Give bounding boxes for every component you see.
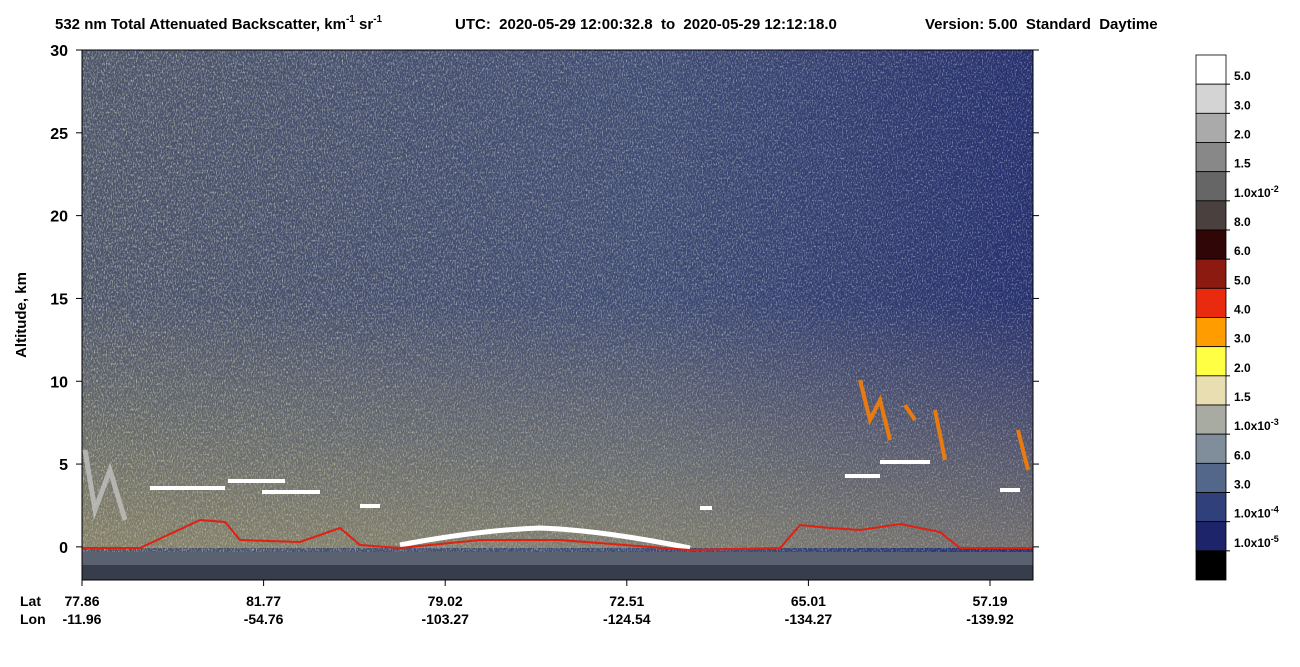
colorbar-swatch — [1195, 492, 1227, 523]
x-row-label: Lon — [20, 611, 46, 627]
title-sup: -1 — [373, 14, 382, 25]
colorbar-label-sup: -5 — [1271, 534, 1279, 544]
colorbar-label: 6.0 — [1234, 448, 1251, 462]
colorbar-swatch — [1195, 346, 1227, 377]
colorbar-swatch — [1195, 433, 1227, 464]
colorbar-label: 1.5 — [1234, 390, 1251, 404]
lon-label: -139.92 — [966, 611, 1014, 627]
colorbar-label: 4.0 — [1234, 303, 1251, 317]
colorbar-label: 1.0x10-5 — [1234, 534, 1279, 550]
colorbar-label-text: 6.0 — [1234, 244, 1251, 258]
y-axis-label: Altitude, km — [13, 272, 30, 358]
colorbar-swatch — [1195, 462, 1227, 493]
y-tick-label: 15 — [50, 291, 68, 308]
colorbar-swatch — [1195, 54, 1227, 85]
y-tick-label: 25 — [50, 126, 68, 143]
colorbar-label: 1.0x10-3 — [1234, 417, 1279, 433]
colorbar-label-sup: -4 — [1271, 505, 1279, 515]
lon-label: -54.76 — [244, 611, 284, 627]
lat-label: 77.86 — [64, 593, 99, 609]
colorbar-label-text: 1.5 — [1234, 157, 1251, 171]
colorbar-label-text: 6.0 — [1234, 448, 1251, 462]
x-row-label: Lat — [20, 593, 41, 609]
colorbar-label-text: 5.0 — [1234, 69, 1251, 83]
subsurface — [82, 565, 1033, 580]
lon-label: -124.54 — [603, 611, 651, 627]
lon-label: -11.96 — [63, 611, 102, 627]
colorbar-label-text: 1.0x10 — [1234, 536, 1271, 550]
lon-label: -134.27 — [785, 611, 833, 627]
cloud — [858, 379, 1030, 471]
colorbar-label: 6.0 — [1234, 244, 1251, 258]
colorbar: 5.03.02.01.51.0x10-28.06.05.04.03.02.01.… — [1195, 54, 1279, 581]
colorbar-label: 5.0 — [1234, 69, 1251, 83]
colorbar-label-text: 2.0 — [1234, 128, 1251, 142]
y-tick-label: 30 — [50, 43, 68, 60]
colorbar-label: 3.0 — [1234, 478, 1251, 492]
lat-label: 81.77 — [246, 593, 281, 609]
colorbar-label-text: 3.0 — [1234, 332, 1251, 346]
colorbar-label: 2.0 — [1234, 128, 1251, 142]
cloud — [82, 449, 128, 521]
x-labels: Lat Lon 77.86 -11.96 81.77 -54.76 79.02 -103.27… — [20, 580, 1014, 627]
colorbar-label-sup: -3 — [1271, 417, 1279, 427]
colorbar-swatch — [1195, 171, 1227, 202]
y-tick-label: 0 — [59, 540, 68, 557]
colorbar-label: 5.0 — [1234, 273, 1251, 287]
colorbar-label: 3.0 — [1234, 332, 1251, 346]
colorbar-label-text: 1.5 — [1234, 390, 1251, 404]
plot-frame — [81, 49, 1034, 581]
colorbar-label-text: 8.0 — [1234, 215, 1251, 229]
colorbar-swatch — [1195, 112, 1227, 143]
lat-label: 79.02 — [428, 593, 463, 609]
cloud-top — [150, 460, 1020, 510]
colorbar-swatch — [1195, 83, 1227, 114]
colorbar-label-text: 1.0x10 — [1234, 419, 1271, 433]
surface-line — [82, 518, 1033, 552]
colorbar-label: 1.0x10-4 — [1234, 505, 1279, 521]
colorbar-swatch — [1195, 258, 1227, 289]
lat-label: 57.19 — [972, 593, 1007, 609]
title: 532 nm Total Attenuated Backscatter, km-… — [55, 14, 383, 33]
surface-return — [399, 525, 691, 551]
y-tick-label: 10 — [50, 374, 68, 391]
colorbar-label-text: 2.0 — [1234, 361, 1251, 375]
colorbar-swatch — [1195, 521, 1227, 552]
colorbar-label: 1.0x10-2 — [1234, 184, 1279, 200]
colorbar-label: 8.0 — [1234, 215, 1251, 229]
colorbar-label-text: 4.0 — [1234, 303, 1251, 317]
colorbar-swatch — [1195, 287, 1227, 318]
colorbar-swatch — [1195, 550, 1227, 581]
colorbar-swatch — [1195, 404, 1227, 435]
colorbar-label-text: 1.0x10 — [1234, 186, 1271, 200]
lat-label: 65.01 — [791, 593, 826, 609]
colorbar-label-text: 1.0x10 — [1234, 507, 1271, 521]
colorbar-swatch — [1195, 317, 1227, 348]
curtain-image — [82, 50, 1033, 580]
colorbar-label: 2.0 — [1234, 361, 1251, 375]
y-tick-label: 5 — [59, 457, 68, 474]
colorbar-label-text: 5.0 — [1234, 273, 1251, 287]
title-text: sr — [355, 16, 374, 33]
colorbar-label: 1.5 — [1234, 157, 1251, 171]
colorbar-swatch — [1195, 142, 1227, 173]
colorbar-label: 3.0 — [1234, 98, 1251, 112]
y-tick-label: 20 — [50, 209, 68, 226]
colorbar-label-sup: -2 — [1271, 184, 1279, 194]
lat-label: 72.51 — [609, 593, 644, 609]
colorbar-swatch — [1195, 229, 1227, 260]
colorbar-label-text: 3.0 — [1234, 98, 1251, 112]
title-time: UTC: 2020-05-29 12:00:32.8 to 2020-05-29… — [455, 16, 837, 33]
curtain-haze — [82, 300, 1033, 548]
title-text: 532 nm Total Attenuated Backscatter, km — [55, 16, 346, 33]
colorbar-swatch — [1195, 200, 1227, 231]
title-version: Version: 5.00 Standard Daytime — [925, 16, 1158, 33]
colorbar-swatch — [1195, 375, 1227, 406]
colorbar-label-text: 3.0 — [1234, 478, 1251, 492]
lon-label: -103.27 — [421, 611, 469, 627]
title-sup: -1 — [346, 14, 355, 25]
